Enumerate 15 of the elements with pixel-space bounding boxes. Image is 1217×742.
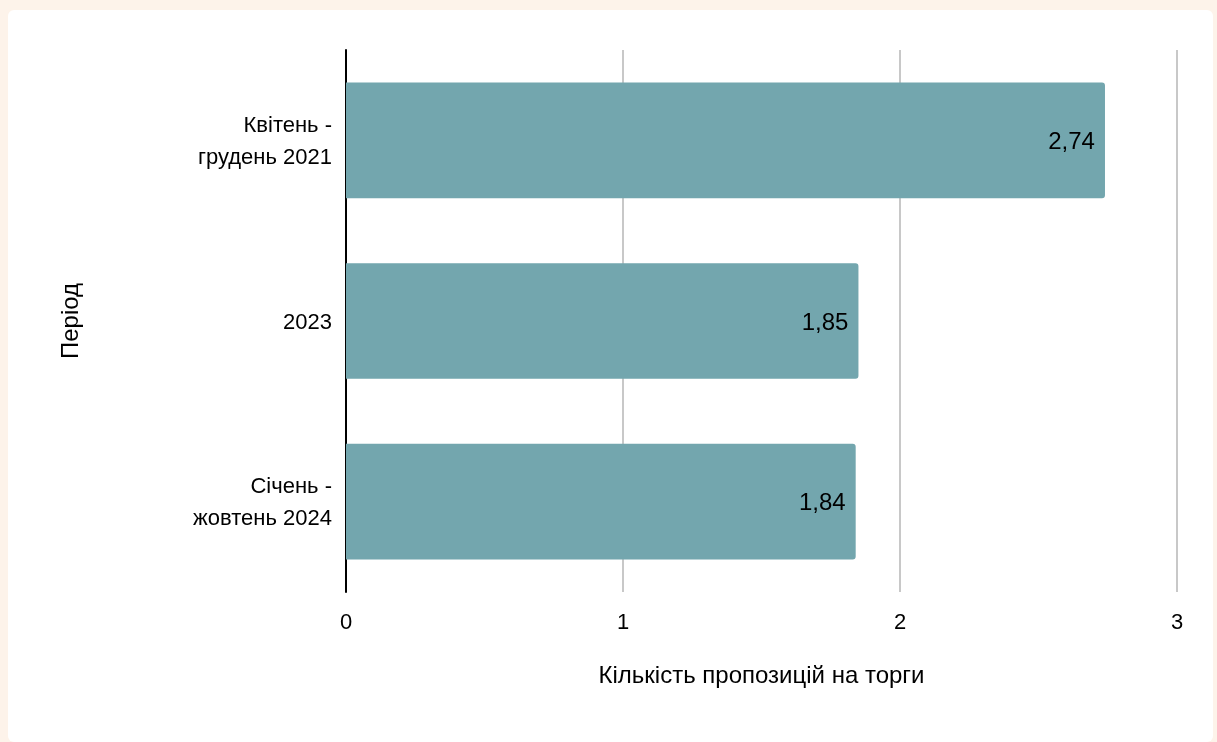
y-axis-title: Період	[55, 282, 83, 360]
x-tick-label: 1	[616, 608, 630, 634]
bar	[346, 82, 1105, 199]
y-tick-label: Січень - жовтень 2024	[193, 473, 332, 531]
data-label: 1,85	[801, 307, 849, 335]
y-tick-label: Квітень - грудень 2021	[197, 111, 332, 169]
x-tick-label: 2	[893, 608, 907, 634]
y-tick-label: 2023	[283, 308, 332, 334]
x-tick-label: 3	[1170, 608, 1184, 634]
data-label: 1,84	[798, 488, 846, 516]
bar	[346, 443, 856, 560]
x-tick-label: 0	[339, 608, 353, 634]
bar	[346, 263, 859, 379]
data-label: 2,74	[1048, 126, 1095, 154]
x-axis-title: Кількість пропозицій на торги	[598, 660, 925, 688]
